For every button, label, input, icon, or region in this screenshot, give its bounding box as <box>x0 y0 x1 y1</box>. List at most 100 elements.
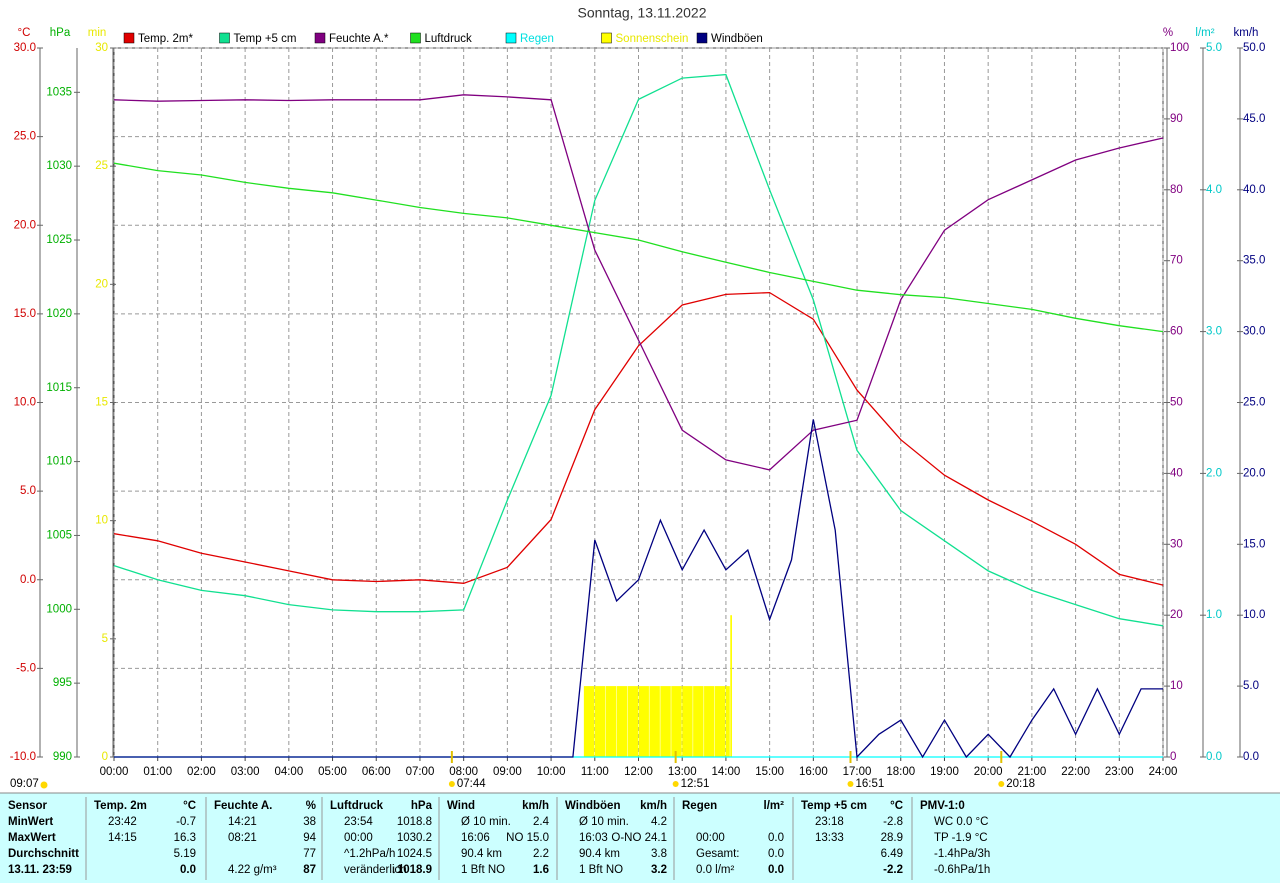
sunshine-bar <box>660 686 671 757</box>
cell-value: 1030.2 <box>397 832 432 844</box>
row-label: MinWert <box>8 816 53 828</box>
cell-value: 38 <box>303 816 316 828</box>
series-line <box>113 162 1164 333</box>
y-tick-label: -10.0 <box>10 751 36 763</box>
x-tick-label: 00:00 <box>100 766 129 778</box>
y-tick-label: 990 <box>53 751 72 763</box>
y-tick-label: 0 <box>102 751 108 763</box>
column-unit: °C <box>183 800 196 812</box>
cell-text: Ø 10 min. <box>579 816 629 828</box>
cell-text: 0.0 l/m² <box>696 864 735 876</box>
cell-value: 77 <box>303 848 316 860</box>
y-tick-label: 35.0 <box>1243 255 1265 267</box>
sunshine-bar <box>682 686 693 757</box>
y-tick-label: 100 <box>1170 42 1189 54</box>
x-tick-label: 17:00 <box>843 766 872 778</box>
axis-title: l/m² <box>1195 27 1214 39</box>
annotation-label: 07:44 <box>457 778 486 790</box>
y-tick-label: 10 <box>95 515 108 527</box>
sunshine-bar <box>605 686 617 757</box>
sunshine-bar <box>671 686 682 757</box>
sunshine-bar <box>649 686 660 757</box>
y-tick-label: 3.0 <box>1206 326 1222 338</box>
legend-label: Luftdruck <box>425 33 473 45</box>
x-tick-label: 04:00 <box>274 766 303 778</box>
y-tick-label: 15.0 <box>1243 538 1265 550</box>
y-tick-label: 25 <box>95 160 108 172</box>
x-tick-label: 06:00 <box>362 766 391 778</box>
annotation-label: 20:18 <box>1006 778 1035 790</box>
series-line <box>113 291 1164 586</box>
x-tick-label: 24:00 <box>1149 766 1178 778</box>
y-tick-label: 995 <box>53 677 72 689</box>
x-tick-label: 13:00 <box>668 766 697 778</box>
sun-icon <box>998 781 1005 787</box>
x-tick-label: 09:00 <box>493 766 522 778</box>
series-line <box>113 73 1164 627</box>
column-title: Windböen <box>565 800 620 812</box>
axis-title: % <box>1163 27 1173 39</box>
legend-label: Feuchte A.* <box>329 33 389 45</box>
x-tick-label: 22:00 <box>1061 766 1090 778</box>
legend-swatch <box>410 32 421 44</box>
x-tick-label: 03:00 <box>231 766 260 778</box>
corner-note: 09:07 <box>10 778 39 790</box>
cell-value: 1018.8 <box>397 816 432 828</box>
y-tick-label: 15 <box>95 397 108 409</box>
y-tick-label: 25.0 <box>14 131 36 143</box>
column-title: Wind <box>447 800 475 812</box>
row-label: Durchschnitt <box>8 848 79 860</box>
sunshine-bar <box>594 686 606 757</box>
y-tick-label: 50.0 <box>1243 42 1265 54</box>
y-tick-label: 45.0 <box>1243 113 1265 125</box>
y-tick-label: 20 <box>95 278 108 290</box>
x-tick-label: 05:00 <box>318 766 347 778</box>
cell-text: 14:15 <box>108 832 137 844</box>
x-tick-label: 21:00 <box>1017 766 1046 778</box>
legend-swatch <box>505 32 517 44</box>
y-tick-label: 50 <box>1170 397 1183 409</box>
axis-title: hPa <box>50 27 71 39</box>
cell-value: NO 15.0 <box>506 832 549 844</box>
cell-value: 3.8 <box>651 848 667 860</box>
column-title: Temp +5 cm <box>801 800 867 812</box>
y-tick-label: 1000 <box>46 603 72 615</box>
sunshine-bar <box>704 686 715 757</box>
table-background <box>0 793 1280 883</box>
row-label: MaxWert <box>8 832 56 844</box>
y-tick-label: 30.0 <box>14 42 36 54</box>
y-tick-label: 30 <box>95 42 108 54</box>
cell-value: -0.7 <box>176 816 196 828</box>
y-tick-label: 30 <box>1170 538 1183 550</box>
sunshine-bar <box>627 686 638 757</box>
sun-icon <box>672 781 679 787</box>
cell-text: 23:54 <box>344 816 373 828</box>
cell-value: 1024.5 <box>397 848 432 860</box>
cell-text: 90.4 km <box>579 848 620 860</box>
column-unit: km/h <box>640 800 667 812</box>
x-tick-label: 15:00 <box>755 766 784 778</box>
sunshine-bar <box>714 686 726 757</box>
column-unit: km/h <box>522 800 549 812</box>
y-tick-label: -5.0 <box>16 662 36 674</box>
y-tick-label: 90 <box>1170 113 1183 125</box>
y-tick-label: 80 <box>1170 184 1183 196</box>
cell-value: 3.2 <box>651 864 667 876</box>
column-title: Feuchte A. <box>214 800 272 812</box>
legend-label: Regen <box>520 33 554 45</box>
legend-swatch <box>314 32 326 44</box>
y-tick-label: 10.0 <box>1243 609 1265 621</box>
x-tick-label: 11:00 <box>581 766 609 778</box>
column-title: Temp. 2m <box>94 800 147 812</box>
y-tick-label: 1035 <box>46 86 72 98</box>
column-unit: °C <box>890 800 903 812</box>
sunshine-bar <box>725 686 730 757</box>
cell-value: 1.6 <box>533 864 549 876</box>
y-tick-label: 1015 <box>46 382 72 394</box>
x-tick-label: 01:00 <box>143 766 172 778</box>
y-tick-label: 20.0 <box>1243 467 1265 479</box>
y-tick-label: 0.0 <box>20 574 36 586</box>
cell-value: 0.0 <box>768 864 784 876</box>
axis-title: °C <box>18 27 31 39</box>
y-tick-label: 4.0 <box>1206 184 1222 196</box>
